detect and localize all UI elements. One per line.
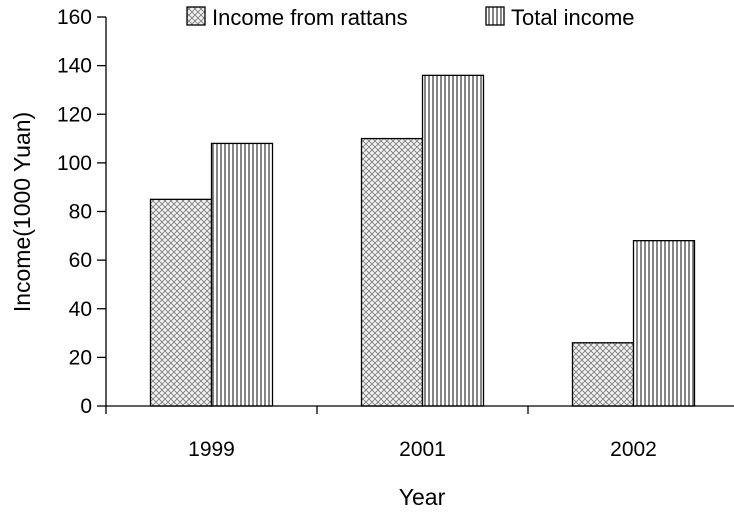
x-tick-label: 2001 (399, 438, 446, 461)
legend-label-income-from-rattans: Income from rattans (212, 5, 408, 30)
legend: Income from rattans Total income (186, 5, 635, 30)
legend-swatch-total-income (485, 6, 505, 26)
legend-swatch-income-from-rattans (186, 6, 206, 26)
x-tick-label: 2002 (610, 438, 657, 461)
y-tick-label: 160 (57, 6, 92, 29)
bar-income-from-rattans-2001 (360, 137, 424, 407)
bar-total-income-1999 (210, 142, 274, 407)
bar-income-from-rattans-2002 (571, 342, 635, 407)
y-tick-label: 60 (69, 249, 92, 272)
y-tick-label: 140 (57, 55, 92, 78)
x-axis: 1999 2001 2002 (105, 405, 734, 461)
bar-total-income-2001 (421, 74, 485, 407)
x-tick-label: 1999 (188, 438, 235, 461)
bars-layer (149, 74, 696, 407)
y-tick-label: 0 (80, 395, 92, 418)
y-tick-label: 120 (57, 103, 92, 126)
y-tick-label: 100 (57, 152, 92, 175)
x-axis-title: Year (399, 484, 446, 510)
y-axis-title: Income(1000 Yuan) (9, 112, 35, 312)
bar-income-from-rattans-1999 (149, 198, 213, 407)
y-tick-label: 40 (69, 298, 92, 321)
bar-total-income-2002 (632, 240, 696, 407)
y-tick-label: 80 (69, 201, 92, 224)
y-tick-label: 20 (69, 346, 92, 369)
y-axis: 0 20 40 60 80 100 120 140 160 (57, 6, 107, 418)
legend-label-total-income: Total income (511, 5, 635, 30)
